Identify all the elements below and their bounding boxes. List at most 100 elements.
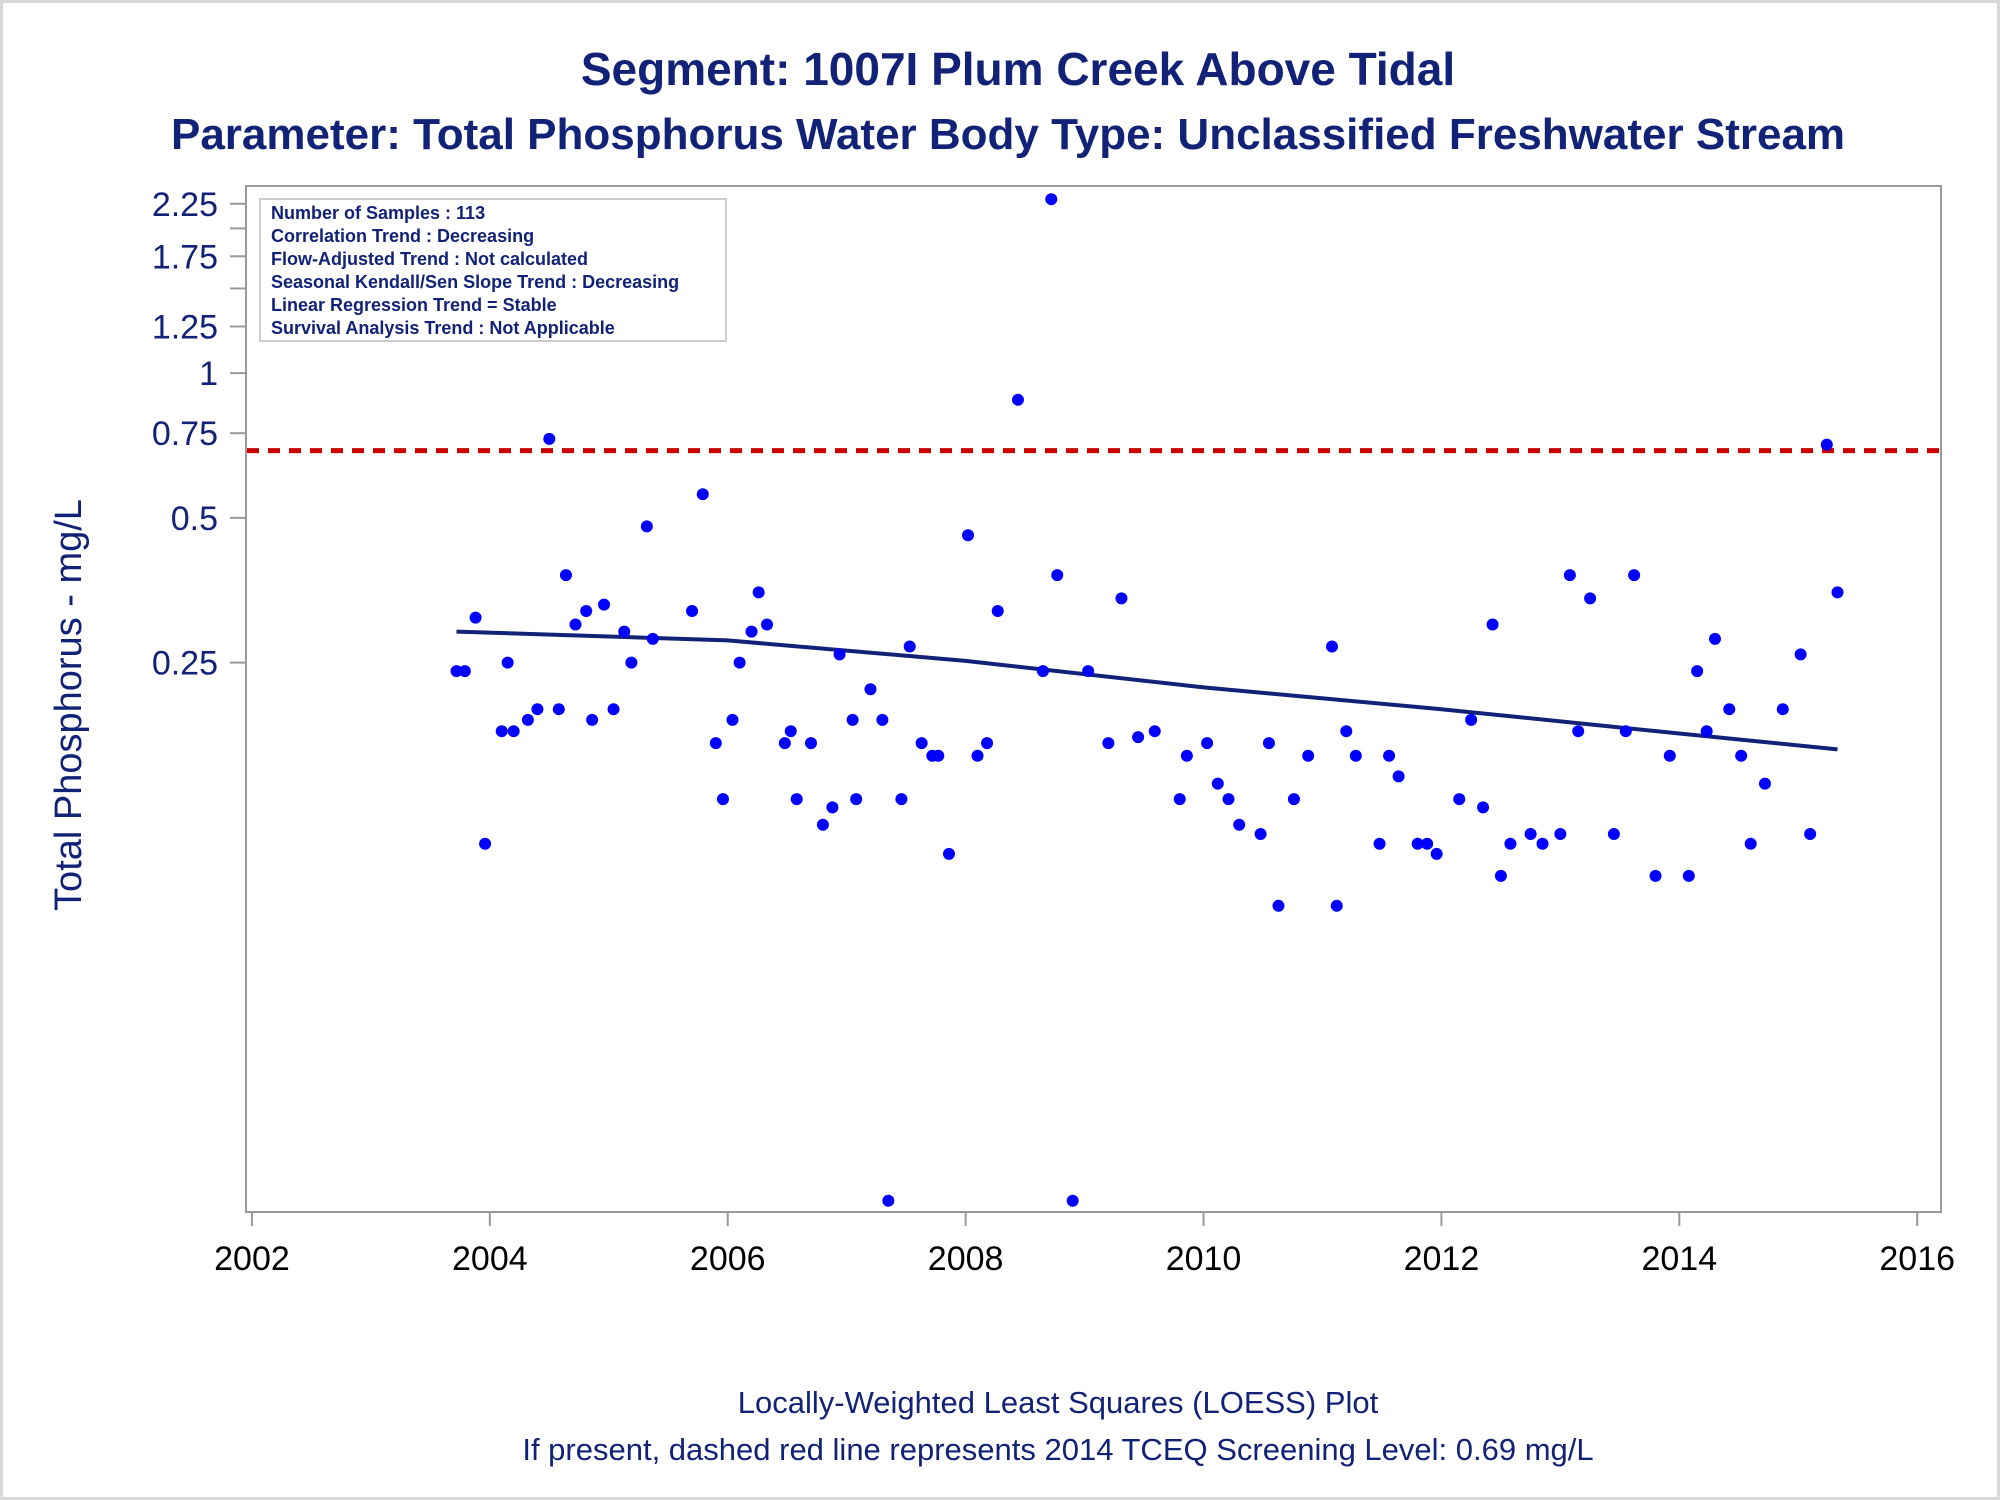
y-tick-label: 0.25 <box>152 645 218 683</box>
data-point <box>1494 869 1507 882</box>
data-point <box>726 713 739 726</box>
data-point <box>1102 737 1115 750</box>
data-point <box>1325 640 1338 653</box>
stats-line-flow-adjusted: Flow-Adjusted Trend : Not calculated <box>271 249 588 269</box>
data-point <box>1744 837 1757 850</box>
data-point <box>1421 837 1434 850</box>
data-point <box>833 648 846 661</box>
data-point <box>1691 665 1704 678</box>
data-point <box>1486 618 1499 631</box>
data-point <box>1180 749 1193 762</box>
data-point <box>686 605 699 618</box>
data-point <box>778 737 791 750</box>
data-point <box>1554 828 1567 841</box>
data-point <box>607 703 620 716</box>
y-tick-label: 1.75 <box>152 238 218 276</box>
data-point <box>1340 725 1353 738</box>
data-point <box>1465 713 1478 726</box>
phosphorus-scatter-chart: Segment: 1007I Plum Creek Above Tidal Pa… <box>48 43 1955 1467</box>
stats-line-samples: Number of Samples : 113 <box>271 203 485 223</box>
data-point <box>1262 737 1275 750</box>
data-point <box>586 713 599 726</box>
chart-subtitle: Parameter: Total Phosphorus Water Body T… <box>171 110 1845 159</box>
x-tick-label: 2002 <box>214 1240 290 1278</box>
data-point <box>826 801 839 814</box>
data-point <box>1758 777 1771 790</box>
stats-line-linear-regression: Linear Regression Trend = Stable <box>271 295 557 315</box>
data-point <box>1619 725 1632 738</box>
data-point <box>1066 1194 1079 1207</box>
data-point <box>733 656 746 669</box>
footer-screening-note: If present, dashed red line represents 2… <box>522 1432 1593 1467</box>
data-point <box>846 713 859 726</box>
data-point <box>507 725 520 738</box>
data-point <box>640 520 653 533</box>
data-point <box>1804 828 1817 841</box>
data-point <box>1272 899 1285 912</box>
data-point <box>569 618 582 631</box>
data-point <box>876 713 889 726</box>
data-point <box>543 432 556 445</box>
data-point <box>1477 801 1490 814</box>
data-point <box>864 683 877 696</box>
data-point <box>531 703 544 716</box>
y-tick-label: 1 <box>199 355 218 393</box>
data-point <box>784 725 797 738</box>
data-point <box>1045 193 1058 206</box>
data-point <box>962 529 975 542</box>
data-point <box>1302 749 1315 762</box>
data-point <box>618 625 631 638</box>
data-point <box>501 656 514 669</box>
data-point <box>1383 749 1396 762</box>
data-point <box>790 793 803 806</box>
data-point <box>559 569 572 582</box>
data-point <box>1082 665 1095 678</box>
data-point <box>1794 648 1807 661</box>
data-point <box>895 793 908 806</box>
data-point <box>1349 749 1362 762</box>
x-tick-label: 2010 <box>1166 1240 1242 1278</box>
data-point <box>1233 818 1246 831</box>
data-point <box>1607 828 1620 841</box>
data-point <box>745 625 758 638</box>
data-point <box>1132 731 1145 744</box>
stats-line-survival: Survival Analysis Trend : Not Applicable <box>271 318 615 338</box>
x-axis: 2002 2004 2006 2008 2010 2012 2014 2016 <box>214 1212 1955 1278</box>
data-point <box>1504 837 1517 850</box>
data-point <box>1453 793 1466 806</box>
data-point <box>1430 847 1443 860</box>
x-tick-label: 2004 <box>452 1240 528 1278</box>
x-tick-label: 2008 <box>928 1240 1004 1278</box>
data-point <box>696 488 709 501</box>
data-point <box>1036 665 1049 678</box>
loess-trend-line <box>456 629 1838 752</box>
y-tick-label: 0.5 <box>171 500 218 538</box>
data-point <box>1628 569 1641 582</box>
x-tick-label: 2006 <box>690 1240 766 1278</box>
data-point <box>1831 586 1844 599</box>
data-point <box>903 640 916 653</box>
y-axis: 2.25 1.75 1.25 1 0.75 0.5 0.25 <box>152 186 246 683</box>
data-point <box>1563 569 1576 582</box>
data-point <box>1735 749 1748 762</box>
data-point <box>1254 828 1267 841</box>
data-point <box>1663 749 1676 762</box>
data-point <box>646 632 659 645</box>
x-tick-label: 2016 <box>1879 1240 1955 1278</box>
data-point <box>469 611 482 624</box>
data-point <box>1330 899 1343 912</box>
y-axis-label: Total Phosphorus - mg/L <box>48 499 90 911</box>
data-point <box>598 598 611 611</box>
x-tick-label: 2012 <box>1404 1240 1480 1278</box>
footer-loess-note: Locally-Weighted Least Squares (LOESS) P… <box>738 1385 1379 1420</box>
data-point <box>1536 837 1549 850</box>
data-point <box>709 737 722 750</box>
data-point <box>1211 777 1224 790</box>
data-point <box>760 618 773 631</box>
stats-line-seasonal-kendall: Seasonal Kendall/Sen Slope Trend : Decre… <box>271 272 679 292</box>
sample-points <box>450 193 1844 1207</box>
y-tick-label: 1.25 <box>152 309 218 347</box>
data-point <box>971 749 984 762</box>
data-point <box>495 725 508 738</box>
